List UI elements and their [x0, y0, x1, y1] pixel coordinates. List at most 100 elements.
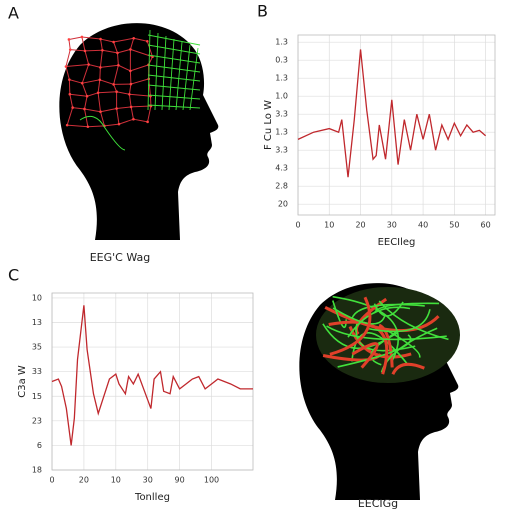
mesh-line: [118, 64, 131, 72]
mesh-line: [117, 48, 131, 54]
mesh-line: [147, 74, 201, 82]
x-tick-label: 50: [449, 221, 459, 230]
mesh-node: [129, 48, 132, 51]
x-tick-label: 10: [324, 221, 334, 230]
brain: [316, 287, 460, 383]
x-tick-label: 20: [355, 221, 365, 230]
mesh-node: [96, 91, 100, 95]
mesh-line: [100, 38, 114, 43]
brain-fold: [355, 323, 416, 352]
mesh-node: [112, 83, 115, 86]
mesh-line: [82, 79, 100, 84]
mesh-line: [100, 64, 119, 68]
mesh-node: [112, 40, 115, 44]
mesh-line: [116, 106, 132, 110]
mesh-line: [65, 66, 70, 80]
mesh-node: [83, 107, 86, 111]
mesh-line: [113, 65, 119, 85]
mesh-node: [146, 120, 149, 124]
brain-fold: [370, 331, 399, 366]
mesh-line: [130, 106, 134, 120]
mesh-line: [130, 64, 149, 72]
y-tick-label: 1.3: [275, 38, 288, 47]
mesh-node: [115, 107, 118, 110]
mesh-line: [147, 84, 201, 91]
mesh-line: [133, 118, 148, 123]
mesh-line: [154, 32, 159, 111]
head-silhouette: [59, 23, 219, 241]
mesh-node: [129, 105, 133, 109]
mesh-line: [84, 50, 90, 65]
mesh-line: [99, 79, 114, 85]
mesh-line: [147, 94, 201, 100]
mesh-line: [70, 49, 86, 52]
y-tick-label: 23: [32, 416, 42, 425]
mesh-line: [81, 83, 88, 97]
mesh-line: [104, 123, 120, 127]
mesh-line: [65, 64, 89, 68]
mesh-line: [113, 84, 118, 92]
mesh-line: [69, 93, 88, 97]
eeg-mesh: [64, 29, 201, 151]
mesh-line: [66, 107, 74, 126]
y-tick-label: 13: [32, 318, 42, 327]
y-tick-label: 1.3: [275, 74, 288, 83]
mesh-line: [133, 37, 148, 42]
y-tick-label: 6: [37, 441, 42, 450]
mesh-line: [100, 38, 103, 51]
mesh-node: [129, 69, 132, 73]
mesh-line: [86, 92, 99, 97]
y-tick-label: 35: [32, 343, 42, 352]
brain-fold: [351, 342, 379, 369]
mesh-node: [87, 63, 90, 66]
mesh-node: [117, 63, 120, 67]
mesh-node: [116, 51, 119, 55]
mesh-node: [80, 35, 84, 39]
mesh-line: [84, 108, 101, 113]
mesh-line: [81, 64, 90, 84]
mesh-line: [88, 64, 101, 68]
mesh-line: [129, 38, 135, 50]
mesh-node: [64, 65, 68, 68]
mesh-line: [84, 49, 103, 52]
mesh-line: [84, 108, 89, 127]
mesh-line: [175, 41, 183, 111]
x-tick-label: 100: [204, 476, 219, 485]
mesh-line: [131, 105, 151, 108]
y-axis-label: C3a W: [17, 365, 28, 398]
mesh-line: [147, 44, 201, 55]
brain-fold: [391, 362, 425, 375]
mesh-line: [97, 92, 102, 112]
x-tick-label: 0: [295, 221, 300, 230]
caption: EEG'C Wag: [90, 251, 151, 264]
brain-fold: [351, 332, 409, 366]
x-tick-label: 0: [49, 476, 54, 485]
y-tick-label: 10: [32, 293, 42, 302]
mesh-line: [99, 67, 101, 80]
brain-fold: [378, 323, 394, 368]
mesh-line: [118, 118, 134, 125]
series-line: [297, 49, 487, 178]
x-tick-label: 90: [175, 476, 185, 485]
x-tick-label: 30: [143, 476, 153, 485]
brain-fold: [366, 309, 431, 333]
mesh-line: [130, 78, 149, 85]
charts: 1.3 0.3 1.3 1.0 3.3 1.3 3.3 4.3 2.8 20 0 10 20 30 40 50…: [17, 34, 496, 503]
mesh-line: [128, 83, 132, 95]
caption: EECIGg: [358, 497, 398, 510]
panel-label: C: [8, 266, 19, 285]
mesh-line: [116, 91, 130, 95]
mesh-line: [72, 107, 85, 110]
mesh-line: [98, 91, 117, 94]
mesh-line: [87, 125, 105, 128]
x-axis-label: Tonlleg: [134, 492, 170, 503]
mesh-node: [67, 38, 71, 41]
mesh-line: [147, 29, 151, 111]
mesh-line: [168, 38, 175, 111]
brain-fold: [324, 306, 440, 333]
brain-fold: [373, 301, 404, 317]
y-tick-label: 1.3: [275, 128, 288, 137]
mesh-line: [69, 79, 83, 84]
x-tick-label: 30: [387, 221, 397, 230]
